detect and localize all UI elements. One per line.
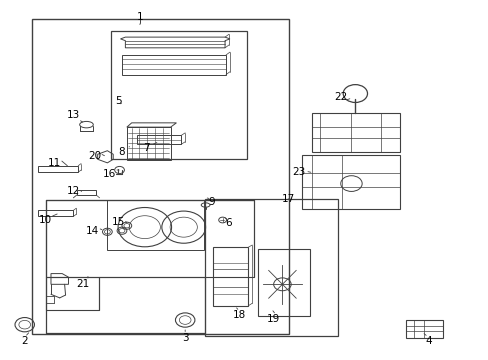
Text: 9: 9 [208, 197, 214, 207]
Text: 18: 18 [233, 310, 246, 320]
Text: 11: 11 [48, 158, 61, 168]
Text: 12: 12 [66, 186, 80, 197]
Text: 16: 16 [102, 168, 116, 179]
Text: 22: 22 [333, 92, 346, 102]
Text: 21: 21 [76, 279, 89, 289]
Text: 14: 14 [86, 226, 99, 236]
Text: 7: 7 [142, 143, 149, 153]
Bar [31, 19, 288, 334]
Bar [204, 199, 338, 337]
Text: 17: 17 [281, 194, 294, 203]
Text: 3: 3 [182, 333, 188, 343]
Text: 19: 19 [266, 314, 280, 324]
Text: 13: 13 [66, 110, 80, 120]
Text: 6: 6 [225, 218, 232, 228]
Text: 4: 4 [424, 337, 431, 346]
Text: 10: 10 [39, 215, 52, 225]
Text: 8: 8 [119, 147, 125, 157]
Bar [111, 31, 246, 159]
Text: 23: 23 [292, 167, 305, 177]
Text: 20: 20 [88, 151, 101, 161]
Bar [107, 200, 203, 249]
Text: 2: 2 [21, 337, 28, 346]
Text: 5: 5 [115, 96, 121, 107]
Text: 15: 15 [111, 217, 124, 227]
Text: 1: 1 [136, 13, 143, 22]
